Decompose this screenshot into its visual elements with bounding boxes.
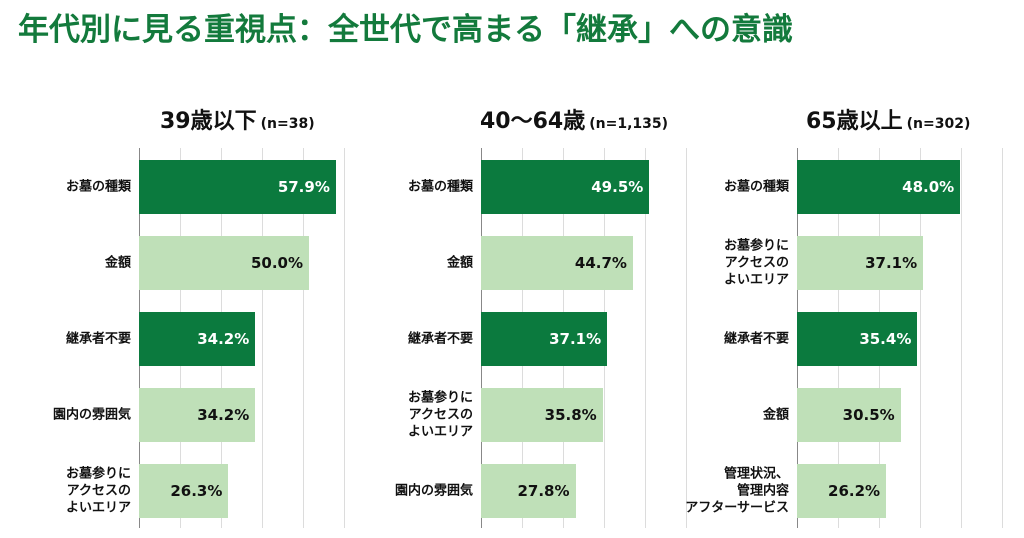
data-label: 26.2% <box>828 482 881 500</box>
bar: 37.1% <box>797 236 924 290</box>
data-label: 50.0% <box>250 254 303 272</box>
category-label-line: お墓の種類 <box>723 179 789 195</box>
bar: 49.5% <box>481 160 650 214</box>
category-label-line: お墓の種類 <box>407 179 473 195</box>
gridline <box>961 148 962 528</box>
gridline <box>303 148 304 528</box>
category-label-line: アクセスの <box>408 407 473 423</box>
category-label-line: 継承者不要 <box>407 331 473 347</box>
bar: 30.5% <box>797 388 901 442</box>
data-label: 57.9% <box>277 178 330 196</box>
bar: 26.2% <box>797 464 887 518</box>
data-label: 48.0% <box>902 178 955 196</box>
bar: 57.9% <box>139 160 336 214</box>
category-label-line: よいエリア <box>407 424 473 440</box>
category-label-line: 継承者不要 <box>65 331 131 347</box>
data-label: 44.7% <box>574 254 627 272</box>
category-label-line: 金額 <box>104 255 131 271</box>
data-label: 26.3% <box>170 482 223 500</box>
category-label-line: アクセスの <box>724 255 789 271</box>
category-label-line: お墓参りに <box>407 390 473 406</box>
data-label: 35.4% <box>859 330 912 348</box>
category-label-line: 継承者不要 <box>723 331 789 347</box>
category-label: 継承者不要 <box>348 331 473 348</box>
panel-title: 65歳以上 (n=302) <box>806 103 970 135</box>
sample-size: (n=302) <box>906 116 971 132</box>
category-label-line: よいエリア <box>65 500 131 516</box>
gridline <box>686 148 687 528</box>
gridline <box>645 148 646 528</box>
category-label-line: 管理内容 <box>736 483 789 499</box>
panel-title: 40〜64歳 (n=1,135) <box>480 103 668 135</box>
data-label: 30.5% <box>842 406 895 424</box>
category-label: 金額 <box>348 255 473 272</box>
category-label-line: 園内の雰囲気 <box>52 407 131 423</box>
data-label: 35.8% <box>544 406 597 424</box>
data-label: 34.2% <box>197 406 250 424</box>
category-label: 園内の雰囲気 <box>348 483 473 500</box>
category-label: 園内の雰囲気 <box>6 407 131 424</box>
category-label-line: お墓参りに <box>65 466 131 482</box>
category-label: 金額 <box>664 407 789 424</box>
category-label-line: 管理状況、 <box>723 466 789 482</box>
category-label: 金額 <box>6 255 131 272</box>
bar: 35.4% <box>797 312 918 366</box>
category-label: お墓の種類 <box>348 179 473 196</box>
category-label: お墓の種類 <box>6 179 131 196</box>
category-label: 管理状況、 管理内容 アフターサービス <box>664 466 789 517</box>
bar: 34.2% <box>139 388 256 442</box>
category-label-line: よいエリア <box>723 272 789 288</box>
bar: 27.8% <box>481 464 576 518</box>
panel-title-text: 40〜64歳 <box>480 109 586 134</box>
data-label: 37.1% <box>865 254 918 272</box>
gridline <box>262 148 263 528</box>
panel-title-text: 39歳以下 <box>160 109 257 134</box>
category-label-line: 金額 <box>762 407 789 423</box>
gridline <box>1002 148 1003 528</box>
sample-size: (n=1,135) <box>589 116 669 132</box>
category-label-line: 園内の雰囲気 <box>394 483 473 499</box>
data-label: 49.5% <box>591 178 644 196</box>
category-label: お墓参りに アクセスの よいエリア <box>6 466 131 517</box>
category-label-line: お墓の種類 <box>65 179 131 195</box>
bar: 26.3% <box>139 464 229 518</box>
panel-title: 39歳以下 (n=38) <box>160 103 315 135</box>
bar: 37.1% <box>481 312 608 366</box>
sample-size: (n=38) <box>260 116 315 132</box>
category-label: 継承者不要 <box>6 331 131 348</box>
data-label: 27.8% <box>517 482 570 500</box>
category-label-line: アクセスの <box>66 483 131 499</box>
bar: 34.2% <box>139 312 256 366</box>
category-label-line: アフターサービス <box>685 500 789 516</box>
category-label: 継承者不要 <box>664 331 789 348</box>
category-label-line: 金額 <box>446 255 473 271</box>
data-label: 34.2% <box>197 330 250 348</box>
gridline <box>920 148 921 528</box>
category-label: お墓参りに アクセスの よいエリア <box>348 390 473 441</box>
category-label-line: お墓参りに <box>723 238 789 254</box>
bar: 48.0% <box>797 160 961 214</box>
page-title: 年代別に見る重視点：全世代で高まる「継承」への意識 <box>18 12 793 48</box>
bar: 50.0% <box>139 236 309 290</box>
category-label: お墓参りに アクセスの よいエリア <box>664 238 789 289</box>
category-label: お墓の種類 <box>664 179 789 196</box>
panel-title-text: 65歳以上 <box>806 109 903 134</box>
bar: 44.7% <box>481 236 633 290</box>
gridline <box>344 148 345 528</box>
data-label: 37.1% <box>549 330 602 348</box>
bar: 35.8% <box>481 388 603 442</box>
